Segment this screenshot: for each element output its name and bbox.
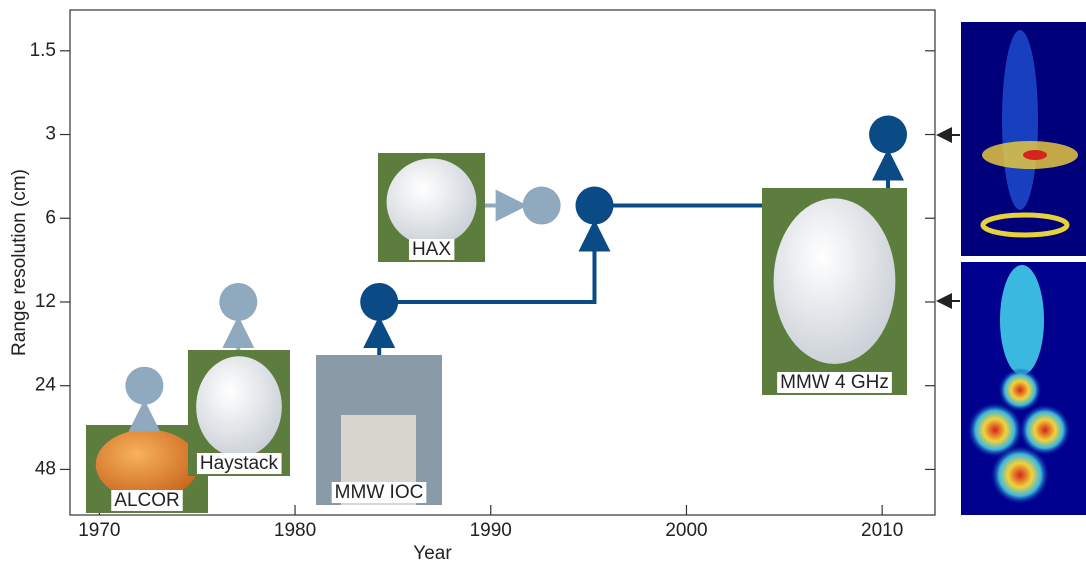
photo-label: MMW IOC — [335, 482, 424, 503]
x-axis-label: Year — [413, 543, 452, 564]
y-tick-label: 24 — [35, 375, 57, 396]
x-tick-label: 1970 — [78, 520, 120, 541]
photo-label-bg — [408, 239, 455, 261]
data-point — [125, 366, 164, 405]
plot-frame — [69, 9, 936, 516]
photo-dome — [196, 356, 282, 458]
connector — [379, 219, 611, 304]
photo-label-bg — [777, 372, 892, 394]
photo-dome — [95, 429, 199, 500]
photo-label-bg — [111, 490, 183, 512]
range-image-bottom — [961, 262, 1086, 515]
data-point — [575, 186, 614, 225]
y-tick-label: 1.5 — [30, 40, 56, 61]
photo-label-bg — [331, 482, 427, 504]
photo-dome — [386, 158, 477, 246]
y-axis-label: Range resolution (cm) — [9, 169, 30, 356]
data-point — [522, 186, 561, 225]
x-tick-label: 2000 — [665, 520, 707, 541]
y-tick-label: 12 — [35, 291, 56, 312]
photo-dome — [773, 198, 896, 364]
photo-label: Haystack — [200, 453, 279, 474]
photo-label: HAX — [412, 239, 451, 260]
y-tick-label: 48 — [35, 458, 56, 479]
x-tick-label: 1980 — [274, 520, 316, 541]
y-tick-label: 3 — [45, 124, 56, 145]
data-point — [869, 115, 908, 154]
y-tick-label: 6 — [45, 207, 56, 228]
photo-label-bg — [196, 453, 282, 475]
data-point — [219, 282, 258, 321]
data-point — [360, 282, 399, 321]
photo-label: ALCOR — [114, 490, 179, 511]
photo-label: MMW 4 GHz — [780, 372, 889, 393]
x-tick-label: 2010 — [861, 520, 903, 541]
x-tick-label: 1990 — [470, 520, 512, 541]
range-image-top — [961, 22, 1086, 256]
